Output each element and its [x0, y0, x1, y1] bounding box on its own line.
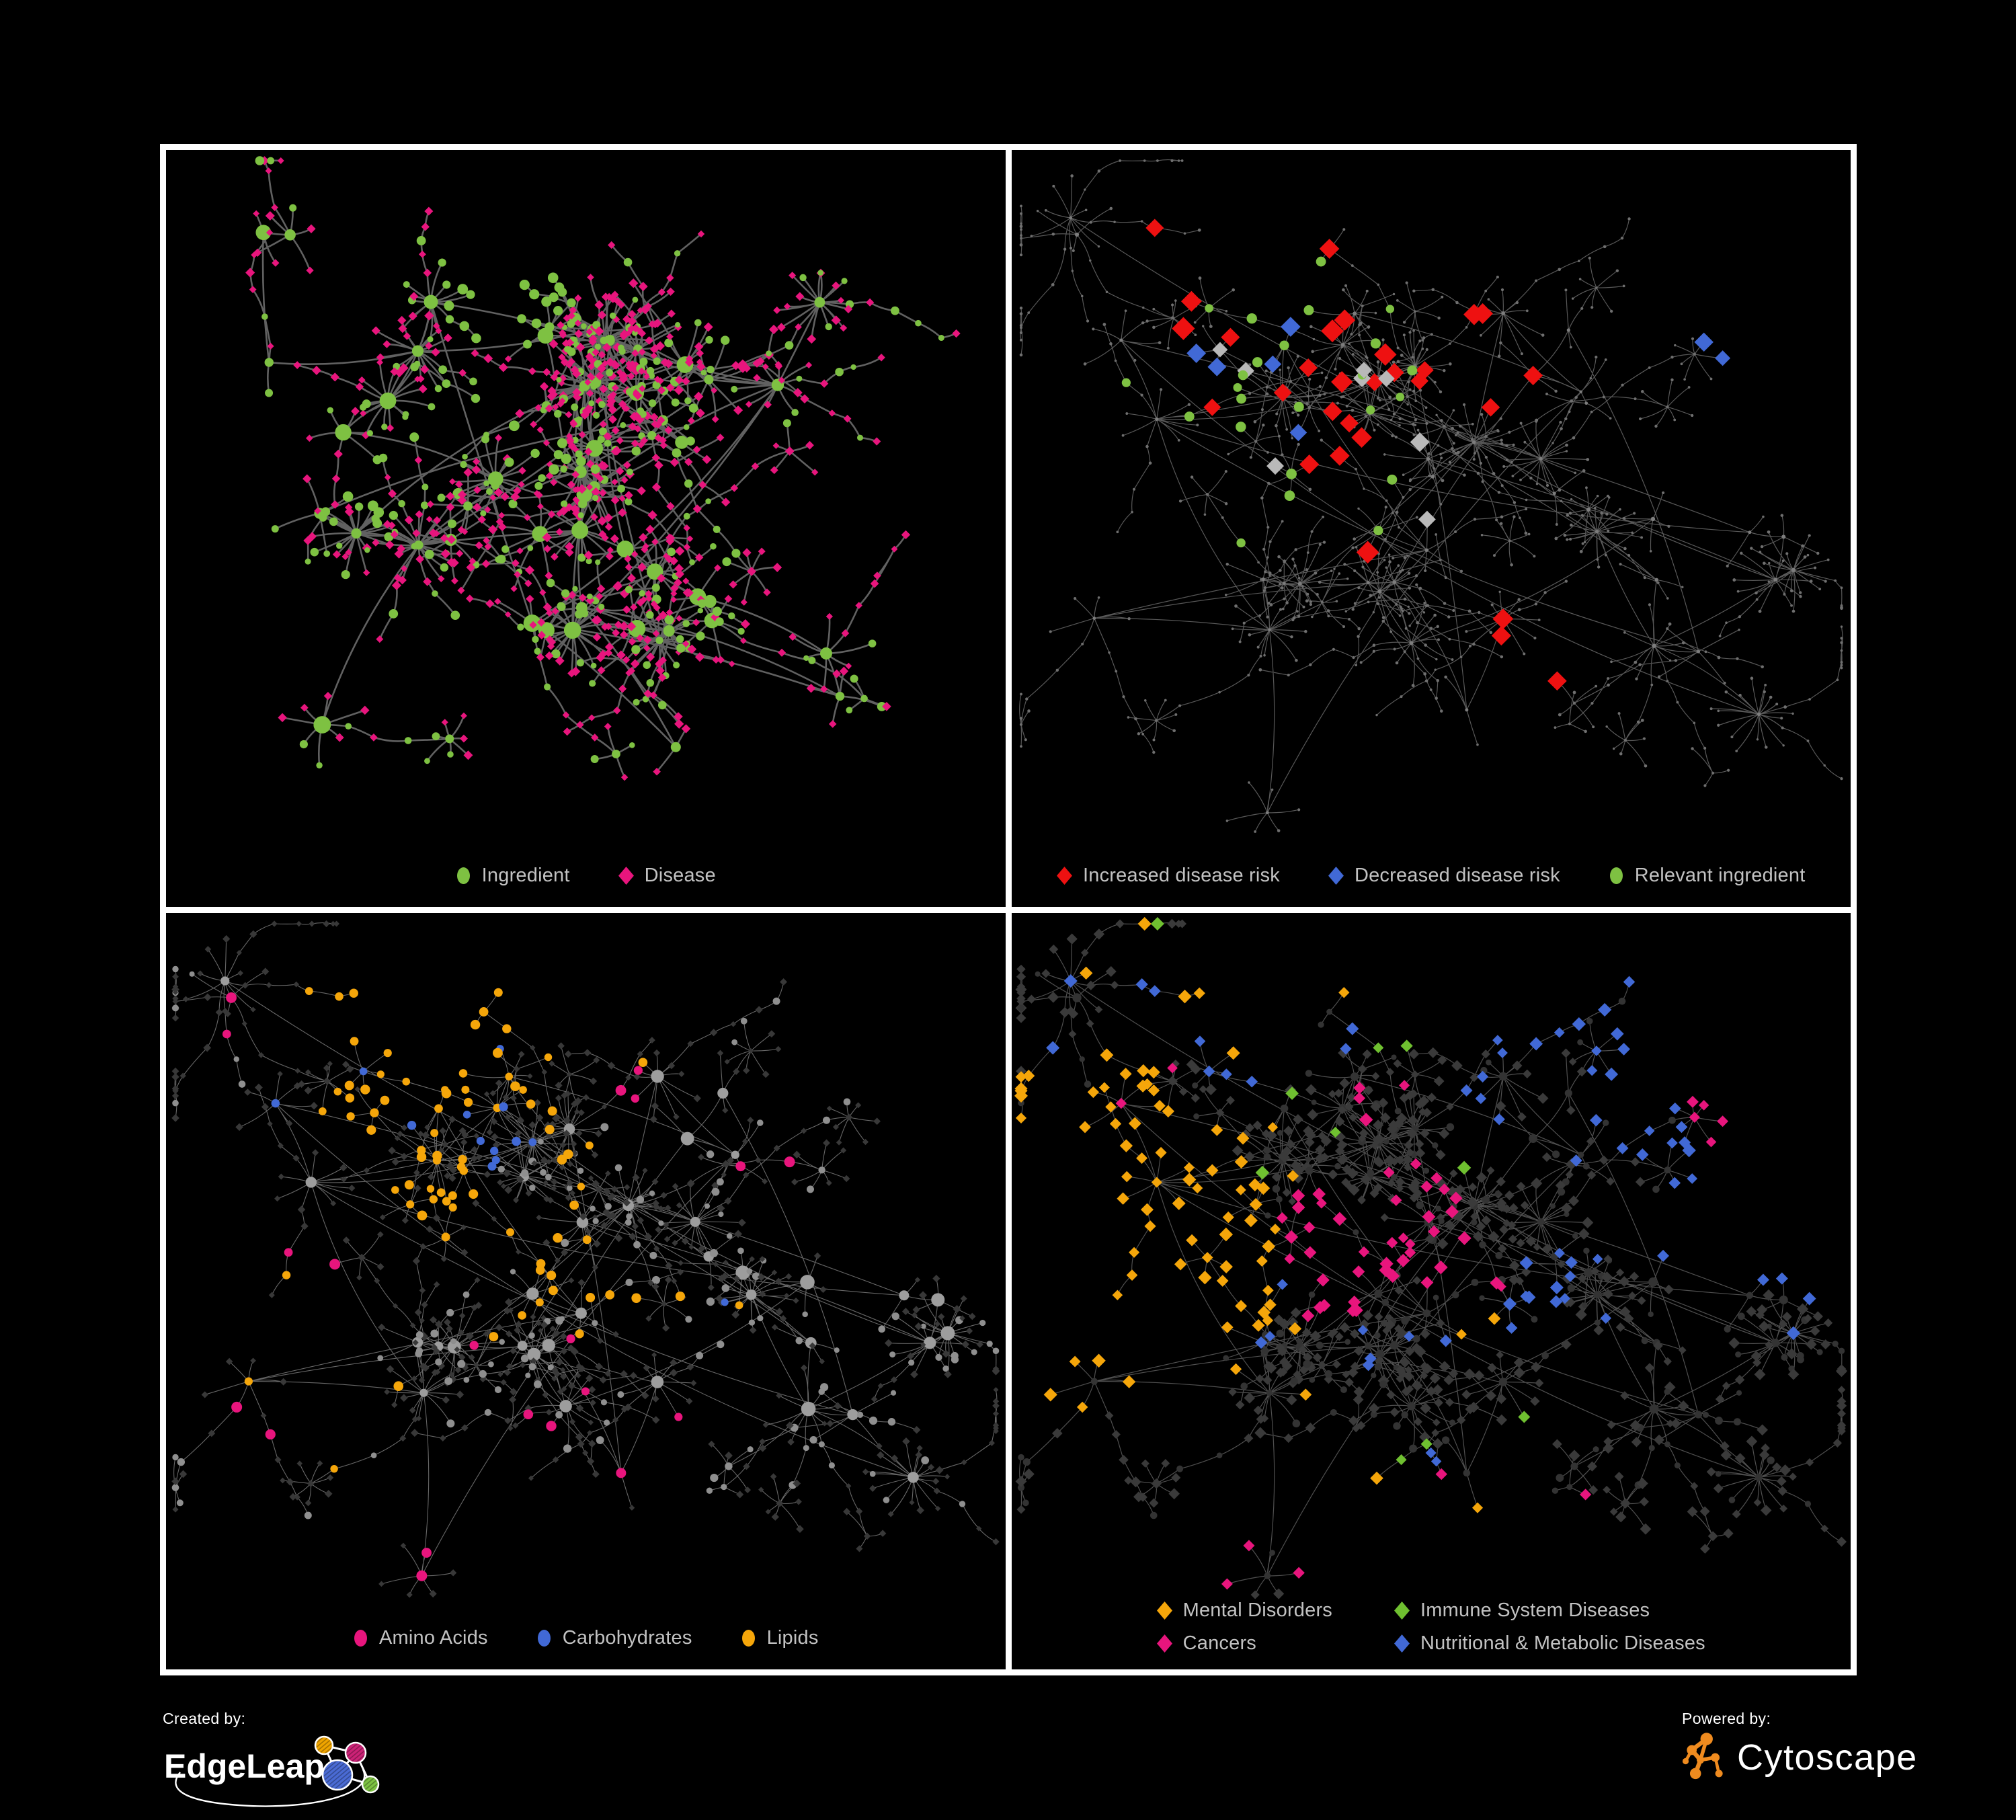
legend-label: Ingredient	[481, 864, 570, 886]
legend-item: Mental Disorders	[1156, 1599, 1333, 1622]
legend-label: Mental Disorders	[1182, 1599, 1333, 1621]
legend-item: Disease	[618, 865, 716, 887]
network-ingredient-disease	[245, 156, 961, 781]
panel-grid: Ingredient Disease Increased disease risk…	[160, 144, 1857, 1675]
cytoscape-logo-icon	[1682, 1733, 1723, 1780]
legend-label: Carbohydrates	[562, 1627, 692, 1649]
diamond-marker-icon	[618, 866, 634, 885]
network-disease-risk	[1018, 159, 1843, 833]
diamond-marker-icon	[1156, 1601, 1172, 1620]
legend: Amino Acids Carbohydrates Lipids	[166, 1627, 1006, 1649]
legend-item: Cancers	[1156, 1632, 1257, 1655]
panel-ingredient-classes: Amino Acids Carbohydrates Lipids	[166, 912, 1006, 1669]
edgeleap-node-magenta	[344, 1741, 367, 1764]
diamond-marker-icon	[1328, 866, 1344, 885]
ellipse-marker-icon	[354, 1630, 367, 1647]
edgeleap-logo: EdgeLeap	[164, 1735, 380, 1807]
edgeleap-logo-icon	[314, 1735, 380, 1794]
cytoscape-credit: Powered by:	[1682, 1710, 1918, 1784]
legend-item: Nutritional & Metabolic Diseases	[1394, 1632, 1705, 1655]
edgeleap-node-green	[361, 1775, 380, 1794]
legend-item: Lipids	[741, 1627, 819, 1649]
panel-disease-risk: Increased disease risk Decreased disease …	[1011, 150, 1851, 907]
legend: Increased disease risk Decreased disease …	[1012, 865, 1851, 887]
legend: Mental Disorders Immune System Diseases Ca…	[1012, 1599, 1851, 1655]
cytoscape-logo-text: Cytoscape	[1737, 1737, 1918, 1778]
legend-label: Disease	[644, 864, 716, 886]
legend-item: Decreased disease risk	[1328, 865, 1560, 887]
network-disease-classes	[1014, 916, 1847, 1599]
legend-label: Cancers	[1182, 1632, 1257, 1654]
legend-item: Immune System Diseases	[1394, 1599, 1650, 1622]
legend-label: Nutritional & Metabolic Diseases	[1420, 1632, 1705, 1654]
legend-item: Ingredient	[456, 865, 570, 887]
panel-disease-classes: Mental Disorders Immune System Diseases Ca…	[1011, 912, 1851, 1669]
legend-label: Decreased disease risk	[1354, 864, 1560, 886]
ellipse-marker-icon	[456, 867, 470, 884]
powered-by-label: Powered by:	[1682, 1710, 1771, 1727]
ellipse-marker-icon	[537, 1630, 551, 1647]
legend-label: Immune System Diseases	[1420, 1599, 1650, 1621]
panel-ingredient-disease: Ingredient Disease	[166, 150, 1006, 907]
legend-label: Relevant ingredient	[1634, 864, 1806, 886]
edgeleap-logo-text: EdgeLeap	[164, 1747, 325, 1785]
legend-item: Increased disease risk	[1057, 865, 1280, 887]
legend-item: Carbohydrates	[536, 1627, 692, 1649]
diamond-marker-icon	[1156, 1634, 1172, 1653]
edgeleap-node-blue	[321, 1759, 354, 1791]
ellipse-marker-icon	[741, 1630, 755, 1647]
diamond-marker-icon	[1394, 1634, 1410, 1653]
created-by-label: Created by:	[163, 1710, 246, 1727]
legend-label: Amino Acids	[378, 1627, 488, 1649]
edgeleap-swoosh	[175, 1769, 366, 1807]
network-ingredient-classes	[171, 920, 1000, 1597]
diamond-marker-icon	[1394, 1601, 1410, 1620]
legend-label: Increased disease risk	[1083, 864, 1280, 886]
legend-item: Relevant ingredient	[1609, 865, 1806, 887]
diamond-marker-icon	[1057, 866, 1073, 885]
ellipse-marker-icon	[1609, 867, 1623, 884]
legend: Ingredient Disease	[166, 865, 1006, 887]
edgeleap-credit: Created by:	[163, 1710, 385, 1813]
legend-label: Lipids	[766, 1627, 819, 1649]
edgeleap-node-yellow	[314, 1735, 334, 1755]
legend-item: Amino Acids	[353, 1627, 488, 1649]
